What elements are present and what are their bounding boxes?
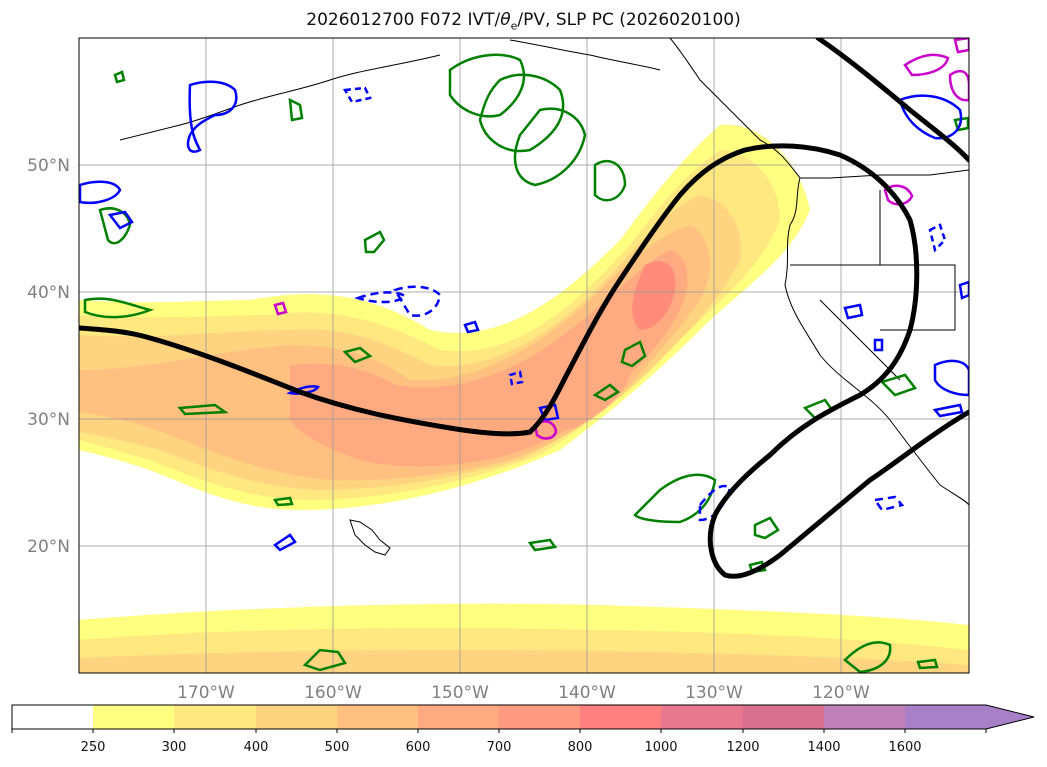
map-frame xyxy=(78,37,970,674)
colorbar-tick-label: 700 xyxy=(487,740,512,755)
colorbar-segment xyxy=(418,705,499,729)
colorbar-segment xyxy=(499,705,580,729)
colorbar-tick-label: 1400 xyxy=(807,740,840,755)
colorbar-segment xyxy=(743,705,824,729)
colorbar-tick-label: 300 xyxy=(162,740,187,755)
lon-label: 130°W xyxy=(685,683,743,703)
lon-labels: 170°W 160°W 150°W 140°W 130°W 120°W xyxy=(177,683,870,703)
lat-label: 50°N xyxy=(27,156,70,176)
lon-label: 170°W xyxy=(177,683,235,703)
colorbar-tick-label: 400 xyxy=(244,740,269,755)
lat-label: 30°N xyxy=(27,410,70,430)
lon-label: 140°W xyxy=(558,683,616,703)
ivt-shading xyxy=(79,124,810,511)
colorbar-tick-label: 600 xyxy=(406,740,431,755)
ivt-shading-south xyxy=(79,603,969,673)
colorbar-tick-label: 800 xyxy=(568,740,593,755)
colorbar: 250 300 400 500 600 700 800 1000 1200 14… xyxy=(11,704,1035,755)
theta-contours xyxy=(273,38,969,440)
colorbar-segment xyxy=(824,705,905,729)
colorbar-tick-label: 500 xyxy=(325,740,350,755)
colorbar-outline xyxy=(11,704,1035,730)
colorbar-tick-label: 1000 xyxy=(644,740,677,755)
map-title: 2026012700 F072 IVT/θe/PV, SLP PC (20260… xyxy=(306,10,741,33)
colorbar-tick-label: 1200 xyxy=(726,740,759,755)
colorbar-extend-arrow xyxy=(905,705,1034,729)
coastlines xyxy=(119,38,969,556)
colorbar-segment xyxy=(93,705,174,729)
colorbar-segment xyxy=(661,705,743,729)
lon-label: 120°W xyxy=(812,683,870,703)
slp-contours xyxy=(79,38,969,579)
lon-label: 150°W xyxy=(431,683,489,703)
colorbar-segment xyxy=(12,705,93,729)
colorbar-segment xyxy=(580,705,661,729)
lat-label: 20°N xyxy=(27,537,70,557)
colorbar-segment xyxy=(256,705,337,729)
pv-negative-contours xyxy=(79,80,969,552)
colorbar-tick-label: 1600 xyxy=(888,740,921,755)
lon-label: 160°W xyxy=(304,683,362,703)
lat-label: 40°N xyxy=(27,283,70,303)
colorbar-tick-label: 250 xyxy=(81,740,106,755)
graticule xyxy=(79,38,969,673)
pv-positive-contours xyxy=(83,53,969,673)
colorbar-segment xyxy=(337,705,418,729)
lat-labels: 50°N 40°N 30°N 20°N xyxy=(27,156,70,557)
colorbar-segment xyxy=(174,705,256,729)
